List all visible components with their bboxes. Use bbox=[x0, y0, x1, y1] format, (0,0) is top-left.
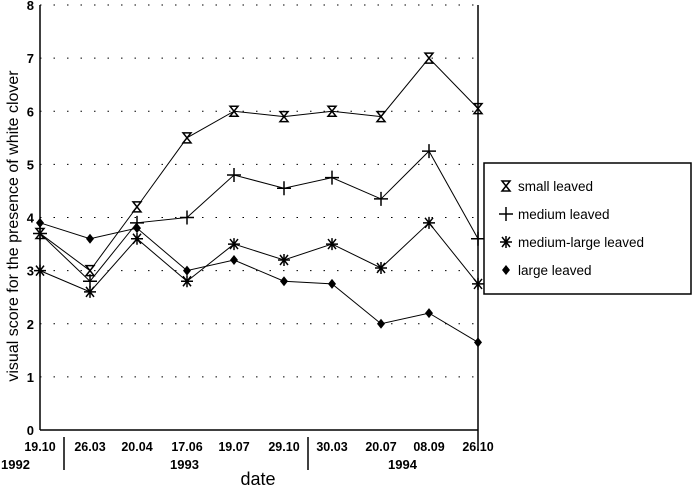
x-tick-label: 19.07 bbox=[218, 440, 249, 454]
x-tick-label: 20.07 bbox=[365, 440, 396, 454]
x-tick-label: 26.03 bbox=[74, 440, 105, 454]
series-large-leaved bbox=[36, 217, 482, 348]
year-label-1994: 1994 bbox=[388, 457, 418, 472]
series-small-leaved bbox=[34, 52, 484, 277]
data-point bbox=[180, 210, 194, 225]
series-medium-large-leaved bbox=[34, 216, 484, 298]
x-tick-label: 29.10 bbox=[268, 440, 299, 454]
data-point bbox=[472, 102, 484, 115]
data-point bbox=[325, 170, 339, 185]
data-point bbox=[277, 181, 291, 196]
series-line bbox=[39, 57, 479, 272]
data-point bbox=[86, 233, 94, 244]
data-point bbox=[375, 110, 387, 123]
series-line bbox=[39, 222, 479, 343]
x-tick-label: 20.04 bbox=[121, 440, 152, 454]
data-point bbox=[84, 285, 96, 298]
data-point bbox=[228, 238, 240, 251]
legend-label: small leaved bbox=[518, 179, 593, 194]
data-point bbox=[181, 132, 193, 144]
series-line bbox=[39, 150, 479, 282]
data-point bbox=[183, 265, 191, 276]
legend-item: medium-large leaved bbox=[500, 235, 644, 250]
data-point bbox=[326, 105, 338, 117]
legend: small leaved medium leaved medium-large le… bbox=[483, 162, 692, 295]
data-point bbox=[228, 105, 240, 117]
legend-label: medium leaved bbox=[518, 207, 610, 222]
data-point bbox=[375, 261, 387, 274]
data-point bbox=[502, 265, 510, 275]
data-point bbox=[422, 144, 436, 159]
y-tick-label: 2 bbox=[27, 317, 34, 332]
data-point bbox=[474, 337, 482, 348]
data-point bbox=[499, 207, 513, 221]
year-label-1993: 1993 bbox=[170, 457, 199, 472]
x-tick-label: 30.03 bbox=[316, 440, 347, 454]
data-point bbox=[133, 223, 141, 234]
y-tick-label: 8 bbox=[27, 0, 34, 13]
grid bbox=[40, 4, 478, 378]
y-tick-label: 3 bbox=[27, 264, 34, 279]
x-tick-label: 17.06 bbox=[171, 440, 202, 454]
data-point bbox=[471, 231, 485, 246]
data-point bbox=[84, 264, 96, 277]
data-point bbox=[278, 110, 290, 123]
data-point bbox=[374, 191, 388, 206]
legend-label: large leaved bbox=[518, 263, 592, 278]
data-point bbox=[423, 216, 435, 229]
y-tick-label: 1 bbox=[27, 370, 34, 385]
data-point bbox=[181, 275, 193, 288]
y-tick-label: 5 bbox=[27, 157, 34, 172]
series-medium-leaved bbox=[33, 144, 485, 289]
data-point bbox=[425, 308, 433, 319]
data-point bbox=[500, 236, 512, 248]
x-tick-label: 19.10 bbox=[24, 440, 55, 454]
data-point bbox=[131, 201, 143, 213]
y-tick-label: 7 bbox=[27, 51, 34, 66]
data-point bbox=[280, 276, 288, 287]
data-point bbox=[131, 232, 143, 245]
x-tick-label: 26.10 bbox=[462, 440, 493, 454]
y-tick-label: 6 bbox=[27, 104, 34, 119]
y-tick-label: 4 bbox=[27, 211, 35, 226]
y-axis-label: visual score for the presence of white c… bbox=[5, 70, 22, 382]
legend-item: medium leaved bbox=[499, 207, 610, 222]
data-point bbox=[34, 264, 46, 277]
year-label-1992: 1992 bbox=[1, 457, 30, 472]
data-point bbox=[227, 168, 241, 182]
data-point bbox=[423, 52, 435, 64]
data-point bbox=[377, 318, 385, 329]
data-point bbox=[326, 238, 338, 251]
legend-item: large leaved bbox=[502, 263, 592, 278]
data-point bbox=[33, 226, 47, 241]
data-point bbox=[472, 277, 484, 290]
data-point bbox=[230, 255, 238, 265]
y-tick-label: 0 bbox=[27, 423, 34, 438]
legend-label: medium-large leaved bbox=[518, 235, 644, 250]
x-axis-label: date bbox=[240, 469, 275, 488]
data-point bbox=[328, 278, 336, 289]
data-point bbox=[36, 217, 44, 228]
x-tick-label: 08.09 bbox=[413, 440, 444, 454]
data-point bbox=[278, 254, 290, 266]
series-line bbox=[39, 222, 479, 293]
data-point bbox=[500, 180, 512, 192]
legend-item: small leaved bbox=[500, 179, 593, 194]
